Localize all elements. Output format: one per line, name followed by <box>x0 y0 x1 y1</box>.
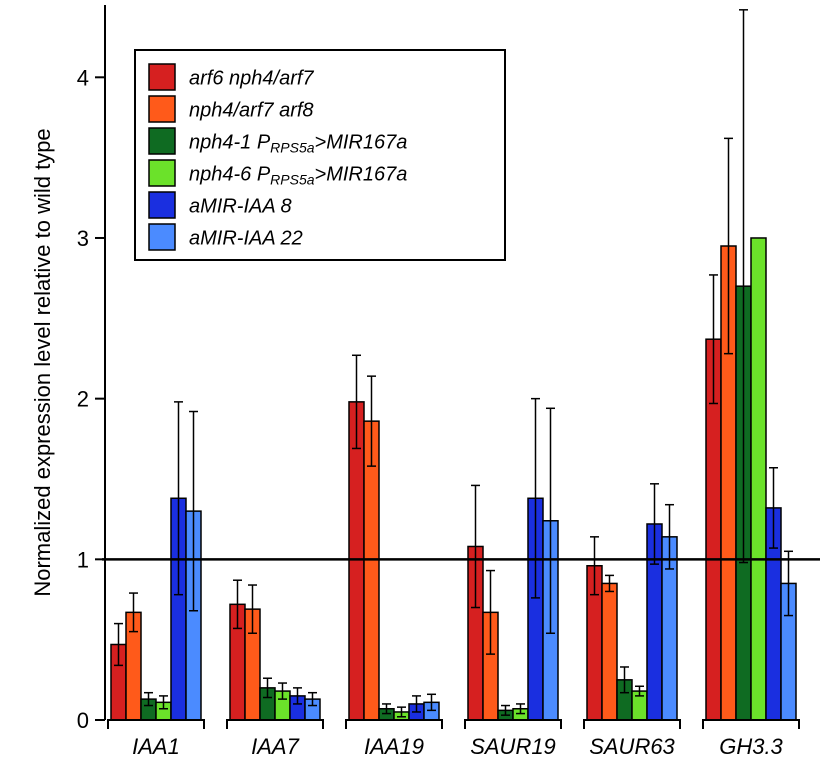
legend-label: aMIR-IAA 8 <box>189 195 292 217</box>
legend-label: arf6 nph4/arf7 <box>189 67 314 89</box>
expression-bar-chart: 0 1 2 3 4 Normalized expression level relativ… <box>0 0 826 777</box>
group-label: IAA19 <box>364 734 424 759</box>
legend-swatch <box>149 224 175 250</box>
legend-swatch <box>149 96 175 122</box>
legend-label: nph4/arf7 arf8 <box>189 99 314 121</box>
group-label: SAUR63 <box>589 734 675 759</box>
y-tick-label: 1 <box>77 547 89 572</box>
y-tick-label: 2 <box>77 387 89 412</box>
bar <box>751 238 766 720</box>
legend-swatch <box>149 128 175 154</box>
bar <box>349 402 364 720</box>
group-label: SAUR19 <box>470 734 556 759</box>
legend-swatch <box>149 192 175 218</box>
y-tick-label: 0 <box>77 708 89 733</box>
bar <box>602 583 617 720</box>
group-label: IAA7 <box>251 734 299 759</box>
group-label: GH3.3 <box>719 734 783 759</box>
legend-swatch <box>149 160 175 186</box>
y-axis-label: Normalized expression level relative to … <box>30 128 55 596</box>
legend-swatch <box>149 64 175 90</box>
legend-label: aMIR-IAA 22 <box>189 227 303 249</box>
group-label: IAA1 <box>132 734 180 759</box>
y-tick-label: 4 <box>77 65 89 90</box>
y-tick-label: 3 <box>77 226 89 251</box>
